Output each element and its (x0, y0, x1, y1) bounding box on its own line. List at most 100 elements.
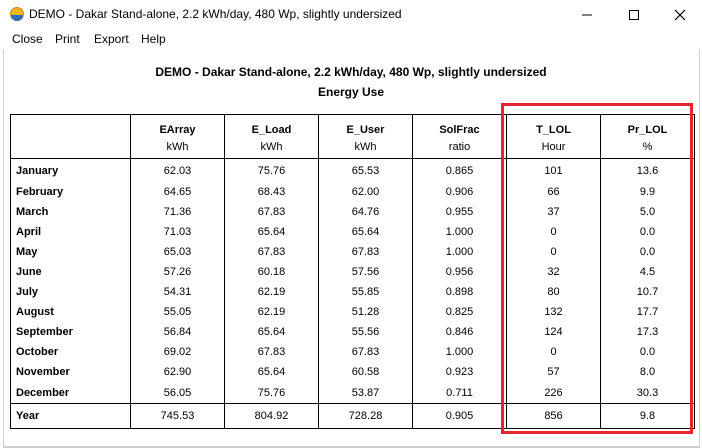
table-row: June 57.26 60.18 57.56 0.956 32 4.5 (10, 262, 695, 282)
cell-solfrac: 0.711 (412, 382, 507, 404)
column-unit-solfrac: ratio (412, 136, 507, 159)
cell-pr-lol: 13.6 (600, 158, 695, 182)
cell-earray: 69.02 (130, 342, 225, 362)
cell-earray: 62.90 (130, 362, 225, 382)
row-label: March (10, 202, 131, 222)
row-label: January (10, 158, 131, 182)
row-label: February (10, 182, 131, 202)
cell-solfrac: 1.000 (412, 222, 507, 242)
cell-solfrac: 0.955 (412, 202, 507, 222)
cell-t-lol: 101 (506, 158, 601, 182)
column-unit-t-lol: Hour (506, 136, 601, 159)
cell-e-load: 65.64 (224, 322, 319, 342)
row-label: April (10, 222, 131, 242)
menu-help[interactable]: Help (141, 32, 166, 46)
cell-e-load: 67.83 (224, 202, 319, 222)
cell-t-lol: 80 (506, 282, 601, 302)
column-unit-pr-lol: % (600, 136, 695, 159)
cell-e-user: 65.64 (318, 222, 413, 242)
cell-e-user: 67.83 (318, 342, 413, 362)
cell-e-user: 728.28 (318, 403, 413, 429)
row-label: September (10, 322, 131, 342)
cell-e-user: 65.53 (318, 158, 413, 182)
table-row: April 71.03 65.64 65.64 1.000 0 0.0 (10, 222, 695, 242)
cell-pr-lol: 30.3 (600, 382, 695, 404)
cell-solfrac: 0.905 (412, 403, 507, 429)
cell-pr-lol: 0.0 (600, 242, 695, 262)
row-label: December (10, 382, 131, 404)
maximize-button[interactable] (611, 0, 657, 29)
unit-corner (10, 136, 131, 159)
row-label: October (10, 342, 131, 362)
report-subtitle: Energy Use (317, 85, 385, 99)
table-row: November 62.90 65.64 60.58 0.923 57 8.0 (10, 362, 695, 382)
cell-t-lol: 856 (506, 403, 601, 429)
cell-solfrac: 0.865 (412, 158, 507, 182)
cell-solfrac: 0.846 (412, 322, 507, 342)
minimize-icon (582, 14, 592, 16)
row-label: August (10, 302, 131, 322)
table-row: December 56.05 75.76 53.87 0.711 226 30.3 (10, 382, 695, 404)
cell-e-user: 60.58 (318, 362, 413, 382)
window-title: DEMO - Dakar Stand-alone, 2.2 kWh/day, 4… (29, 7, 402, 21)
cell-earray: 745.53 (130, 403, 225, 429)
table-row: March 71.36 67.83 64.76 0.955 37 5.0 (10, 202, 695, 222)
cell-e-load: 68.43 (224, 182, 319, 202)
cell-pr-lol: 17.7 (600, 302, 695, 322)
cell-pr-lol: 5.0 (600, 202, 695, 222)
menu-print[interactable]: Print (55, 32, 80, 46)
cell-e-load: 804.92 (224, 403, 319, 429)
cell-pr-lol: 17.3 (600, 322, 695, 342)
menu-close[interactable]: Close (12, 32, 43, 46)
cell-solfrac: 1.000 (412, 342, 507, 362)
row-label: November (10, 362, 131, 382)
table-row: September 56.84 65.64 55.56 0.846 124 17.3 (10, 322, 695, 342)
cell-e-user: 51.28 (318, 302, 413, 322)
cell-earray: 71.03 (130, 222, 225, 242)
title-bar: DEMO - Dakar Stand-alone, 2.2 kWh/day, 4… (0, 0, 702, 30)
table-row: February 64.65 68.43 62.00 0.906 66 9.9 (10, 182, 695, 202)
row-label: May (10, 242, 131, 262)
column-header-pr-lol: Pr_LOL (600, 114, 695, 136)
cell-earray: 57.26 (130, 262, 225, 282)
cell-pr-lol: 9.8 (600, 403, 695, 429)
close-button[interactable] (657, 0, 702, 29)
cell-e-load: 67.83 (224, 342, 319, 362)
cell-pr-lol: 4.5 (600, 262, 695, 282)
cell-e-user: 67.83 (318, 242, 413, 262)
cell-earray: 64.65 (130, 182, 225, 202)
column-unit-earray: kWh (130, 136, 225, 159)
table-row: January 62.03 75.76 65.53 0.865 101 13.6 (10, 158, 695, 182)
cell-pr-lol: 10.7 (600, 282, 695, 302)
cell-e-load: 75.76 (224, 382, 319, 404)
cell-t-lol: 132 (506, 302, 601, 322)
cell-e-user: 62.00 (318, 182, 413, 202)
cell-solfrac: 0.956 (412, 262, 507, 282)
cell-earray: 62.03 (130, 158, 225, 182)
maximize-icon (629, 10, 639, 20)
column-unit-e-user: kWh (318, 136, 413, 159)
cell-e-load: 62.19 (224, 282, 319, 302)
cell-earray: 56.05 (130, 382, 225, 404)
cell-e-user: 55.56 (318, 322, 413, 342)
table-row: May 65.03 67.83 67.83 1.000 0 0.0 (10, 242, 695, 262)
table-row: August 55.05 62.19 51.28 0.825 132 17.7 (10, 302, 695, 322)
app-sun-icon (10, 7, 24, 21)
cell-t-lol: 57 (506, 362, 601, 382)
minimize-button[interactable] (564, 0, 610, 29)
menu-bar: Close Print Export Help (0, 29, 702, 49)
cell-e-load: 65.64 (224, 222, 319, 242)
column-unit-e-load: kWh (224, 136, 319, 159)
header-label-corner (10, 114, 131, 136)
table-row: July 54.31 62.19 55.85 0.898 80 10.7 (10, 282, 695, 302)
cell-solfrac: 0.906 (412, 182, 507, 202)
cell-earray: 54.31 (130, 282, 225, 302)
report-title: DEMO - Dakar Stand-alone, 2.2 kWh/day, 4… (155, 65, 547, 79)
cell-pr-lol: 0.0 (600, 222, 695, 242)
menu-export[interactable]: Export (94, 32, 129, 46)
close-icon (674, 9, 686, 21)
table-row: October 69.02 67.83 67.83 1.000 0 0.0 (10, 342, 695, 362)
cell-earray: 55.05 (130, 302, 225, 322)
column-header-e-user: E_User (318, 114, 413, 136)
cell-t-lol: 66 (506, 182, 601, 202)
